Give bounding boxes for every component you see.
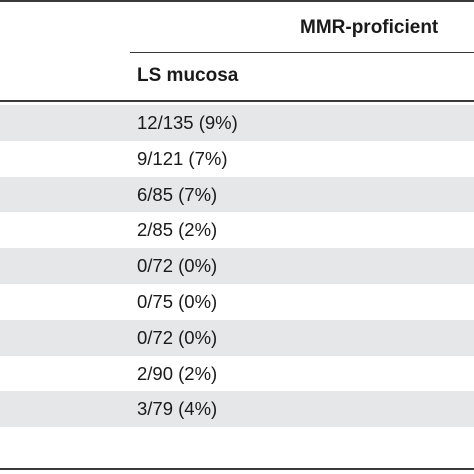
- group-header-rule: [130, 52, 474, 53]
- table-row: 0/72 (0%): [0, 319, 474, 356]
- table-cell: 9/121 (7%): [137, 147, 228, 169]
- bottom-rule: [0, 468, 474, 470]
- table-row: 9/121 (7%): [0, 141, 474, 177]
- group-header-label: MMR-proficient: [300, 17, 439, 38]
- table-row: 2/85 (2%): [0, 212, 474, 248]
- table-cell: 0/72 (0%): [137, 255, 218, 277]
- column-header-label: LS mucosa: [137, 65, 239, 86]
- table-cell: 2/90 (2%): [137, 362, 218, 384]
- group-header-row: MMR-proficient: [0, 0, 474, 52]
- table-row: 12/135 (9%): [0, 105, 474, 141]
- table-row: 0/75 (0%): [0, 284, 474, 320]
- column-header-row: LS mucosa: [0, 53, 474, 100]
- table-cell: 0/75 (0%): [137, 290, 218, 312]
- top-rule: [0, 0, 474, 2]
- table-row: 3/79 (4%): [0, 391, 474, 428]
- table-row: 0/72 (0%): [0, 248, 474, 284]
- table-row: 2/90 (2%): [0, 356, 474, 392]
- header-rule: [0, 100, 474, 102]
- table-body: 12/135 (9%) 9/121 (7%) 6/85 (7%) 2/85 (2…: [0, 105, 474, 428]
- table-cell: 6/85 (7%): [137, 183, 218, 205]
- table-row: 6/85 (7%): [0, 176, 474, 213]
- table-cell: 0/72 (0%): [137, 326, 218, 348]
- table-cell: 12/135 (9%): [137, 112, 238, 133]
- table-cell: 2/85 (2%): [137, 219, 218, 241]
- table-cell: 3/79 (4%): [137, 398, 218, 420]
